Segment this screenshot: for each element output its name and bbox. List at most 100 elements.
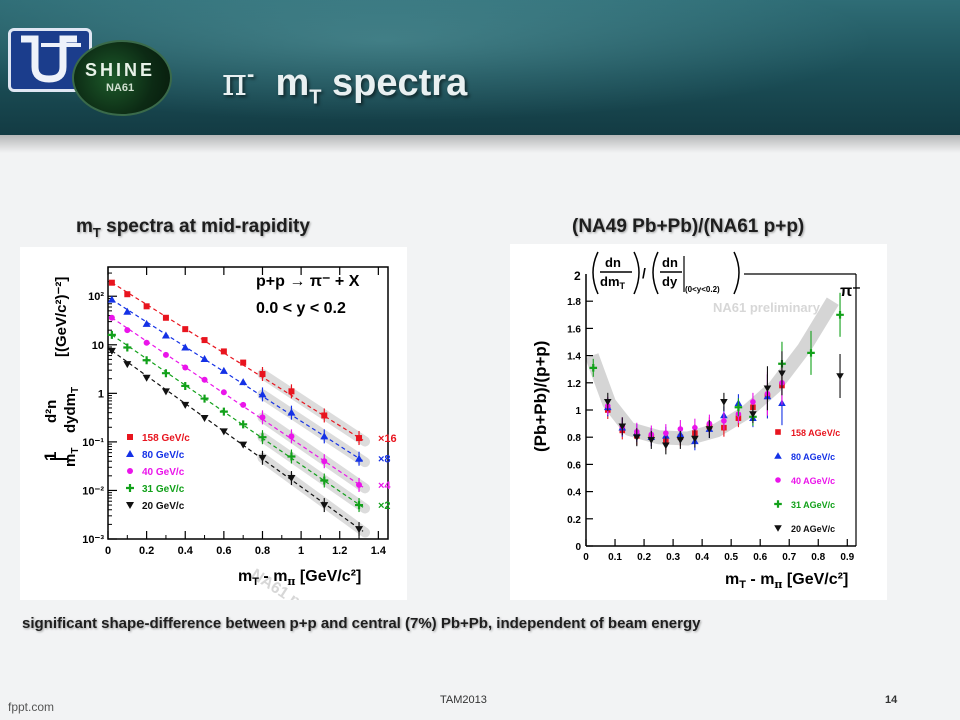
left-scale-label: ×2 [378,500,391,512]
right-data-point [633,434,641,441]
formula-frac2-num: dn [662,255,678,270]
left-data-point [356,435,363,442]
right-data-point [750,399,756,405]
left-legend-label: 40 GeV/c [142,467,185,478]
left-data-point [219,366,228,374]
left-data-point [288,388,295,395]
footer-conference: TAM2013 [440,694,487,706]
left-rapidity-label: 0.0 < y < 0.2 [256,300,346,317]
left-data-point [182,364,189,371]
left-data-point [259,371,266,378]
left-data-point [200,415,209,423]
right-legend-marker [774,525,782,532]
right-legend-label: 40 AGeV/c [791,476,835,486]
left-ylabel-d2n: d²n [43,400,60,423]
left-data-point [161,331,170,339]
formula-frac2-den: dy [662,274,678,289]
right-data-point [778,370,786,378]
left-data-point [200,354,209,362]
left-data-point [320,432,329,440]
left-data-point [258,390,267,398]
template-watermark: fppt.com [8,700,55,714]
right-data-point [763,385,772,393]
left-legend-label: 31 GeV/c [142,484,185,495]
right-y-tick-label: 0.4 [567,488,581,499]
slide-title: π- mT spectra [222,60,467,110]
left-data-point [124,291,131,298]
shine-logo-text: SHINE [84,60,155,80]
left-data-point [142,319,151,327]
right-data-point [663,430,669,436]
slide-caption: significant shape-difference between p+p… [22,615,701,632]
left-data-point [123,307,132,315]
left-data-point [321,458,328,465]
left-data-point [220,348,227,355]
right-legend-marker [775,477,781,483]
left-data-point [320,476,329,485]
right-data-point [618,423,627,431]
right-legend-label: 158 AGeV/c [791,428,840,438]
left-series-fit [111,282,364,441]
left-data-point [200,394,209,403]
left-x-tick-label: 0.8 [255,545,270,557]
title-sub: T [309,86,322,109]
right-chart-panel: NA61 preliminary (Pb+Pb)/(p+p) 2 dn dmT … [510,244,887,600]
left-legend-marker [126,450,134,457]
left-data-point [258,433,267,442]
right-legend-label: 20 AGeV/c [791,524,835,534]
header-shadow [0,135,960,153]
right-y-tick-label: 1 [575,406,581,417]
right-data-point [647,437,656,444]
title-main: m [275,62,310,104]
left-ylabel-units: [(GeV/c²)⁻²] [53,277,70,357]
left-legend-label: 80 GeV/c [142,450,185,461]
right-y-tick-label: 1.8 [567,297,581,308]
left-legend: 158 GeV/c 80 GeV/c 40 GeV/c 31 GeV/c 20 GeV/… [126,433,190,512]
left-series-fit [111,299,364,462]
left-y-tick-label: 10² [88,291,104,303]
left-data-point [239,378,248,386]
right-legend-label: 31 AGeV/c [791,500,835,510]
left-series-fit [111,334,364,508]
left-reaction-label: p+p → π⁻ + X [256,273,360,290]
left-data-point [321,412,328,419]
right-x-tick-label: 0.1 [608,552,622,563]
left-x-tick-label: 0.4 [178,545,194,557]
title-greek: π [222,60,247,104]
left-data-point [355,501,364,510]
formula-slash: / [642,265,646,281]
left-series: ×16 [108,279,397,447]
left-x-tick-label: 0.2 [139,545,154,557]
left-data-point [162,351,169,358]
right-plot-area: 0 0.1 0.2 0.3 0.4 0.5 0.6 0.7 0.8 0.9 0 0.2 0.4 0.6 0.… [567,273,857,563]
right-data-point [721,418,727,424]
page-number: 14 [885,694,898,706]
u-logo-icon [21,35,81,83]
left-series: ×8 [107,295,391,468]
right-x-tick-label: 0.8 [811,552,825,563]
right-x-tick-label: 0.2 [637,552,651,563]
right-watermark: NA61 preliminary [713,300,821,315]
left-data-point [356,481,363,488]
ratio-chart: NA61 preliminary (Pb+Pb)/(p+p) 2 dn dmT … [531,251,861,591]
left-heading-sub: T [92,224,101,240]
left-data-point [287,452,296,461]
left-x-tick-label: 1 [298,545,304,557]
right-data-point [734,403,743,412]
right-reference-band [585,297,839,446]
left-heading-tail: spectra at mid-rapidity [100,216,310,237]
right-legend-marker [774,452,782,459]
right-x-tick-label: 0.9 [840,552,854,563]
left-legend-marker [127,468,133,474]
left-data-point [123,343,132,352]
left-legend-label: 20 GeV/c [142,501,185,512]
right-data-point [807,349,815,357]
left-series-fit [111,317,364,488]
left-data-point [124,327,131,334]
right-y-tick-label: 0 [575,542,581,553]
right-data-point [836,373,844,380]
right-legend: 158 AGeV/c 80 AGeV/c 40 AGeV/c 31 AGeV/c 20 … [774,428,840,534]
right-panel-heading: (NA49 Pb+Pb)/(NA61 p+p) [572,216,805,237]
left-series: ×4 [108,314,391,494]
left-data-point [239,420,248,429]
